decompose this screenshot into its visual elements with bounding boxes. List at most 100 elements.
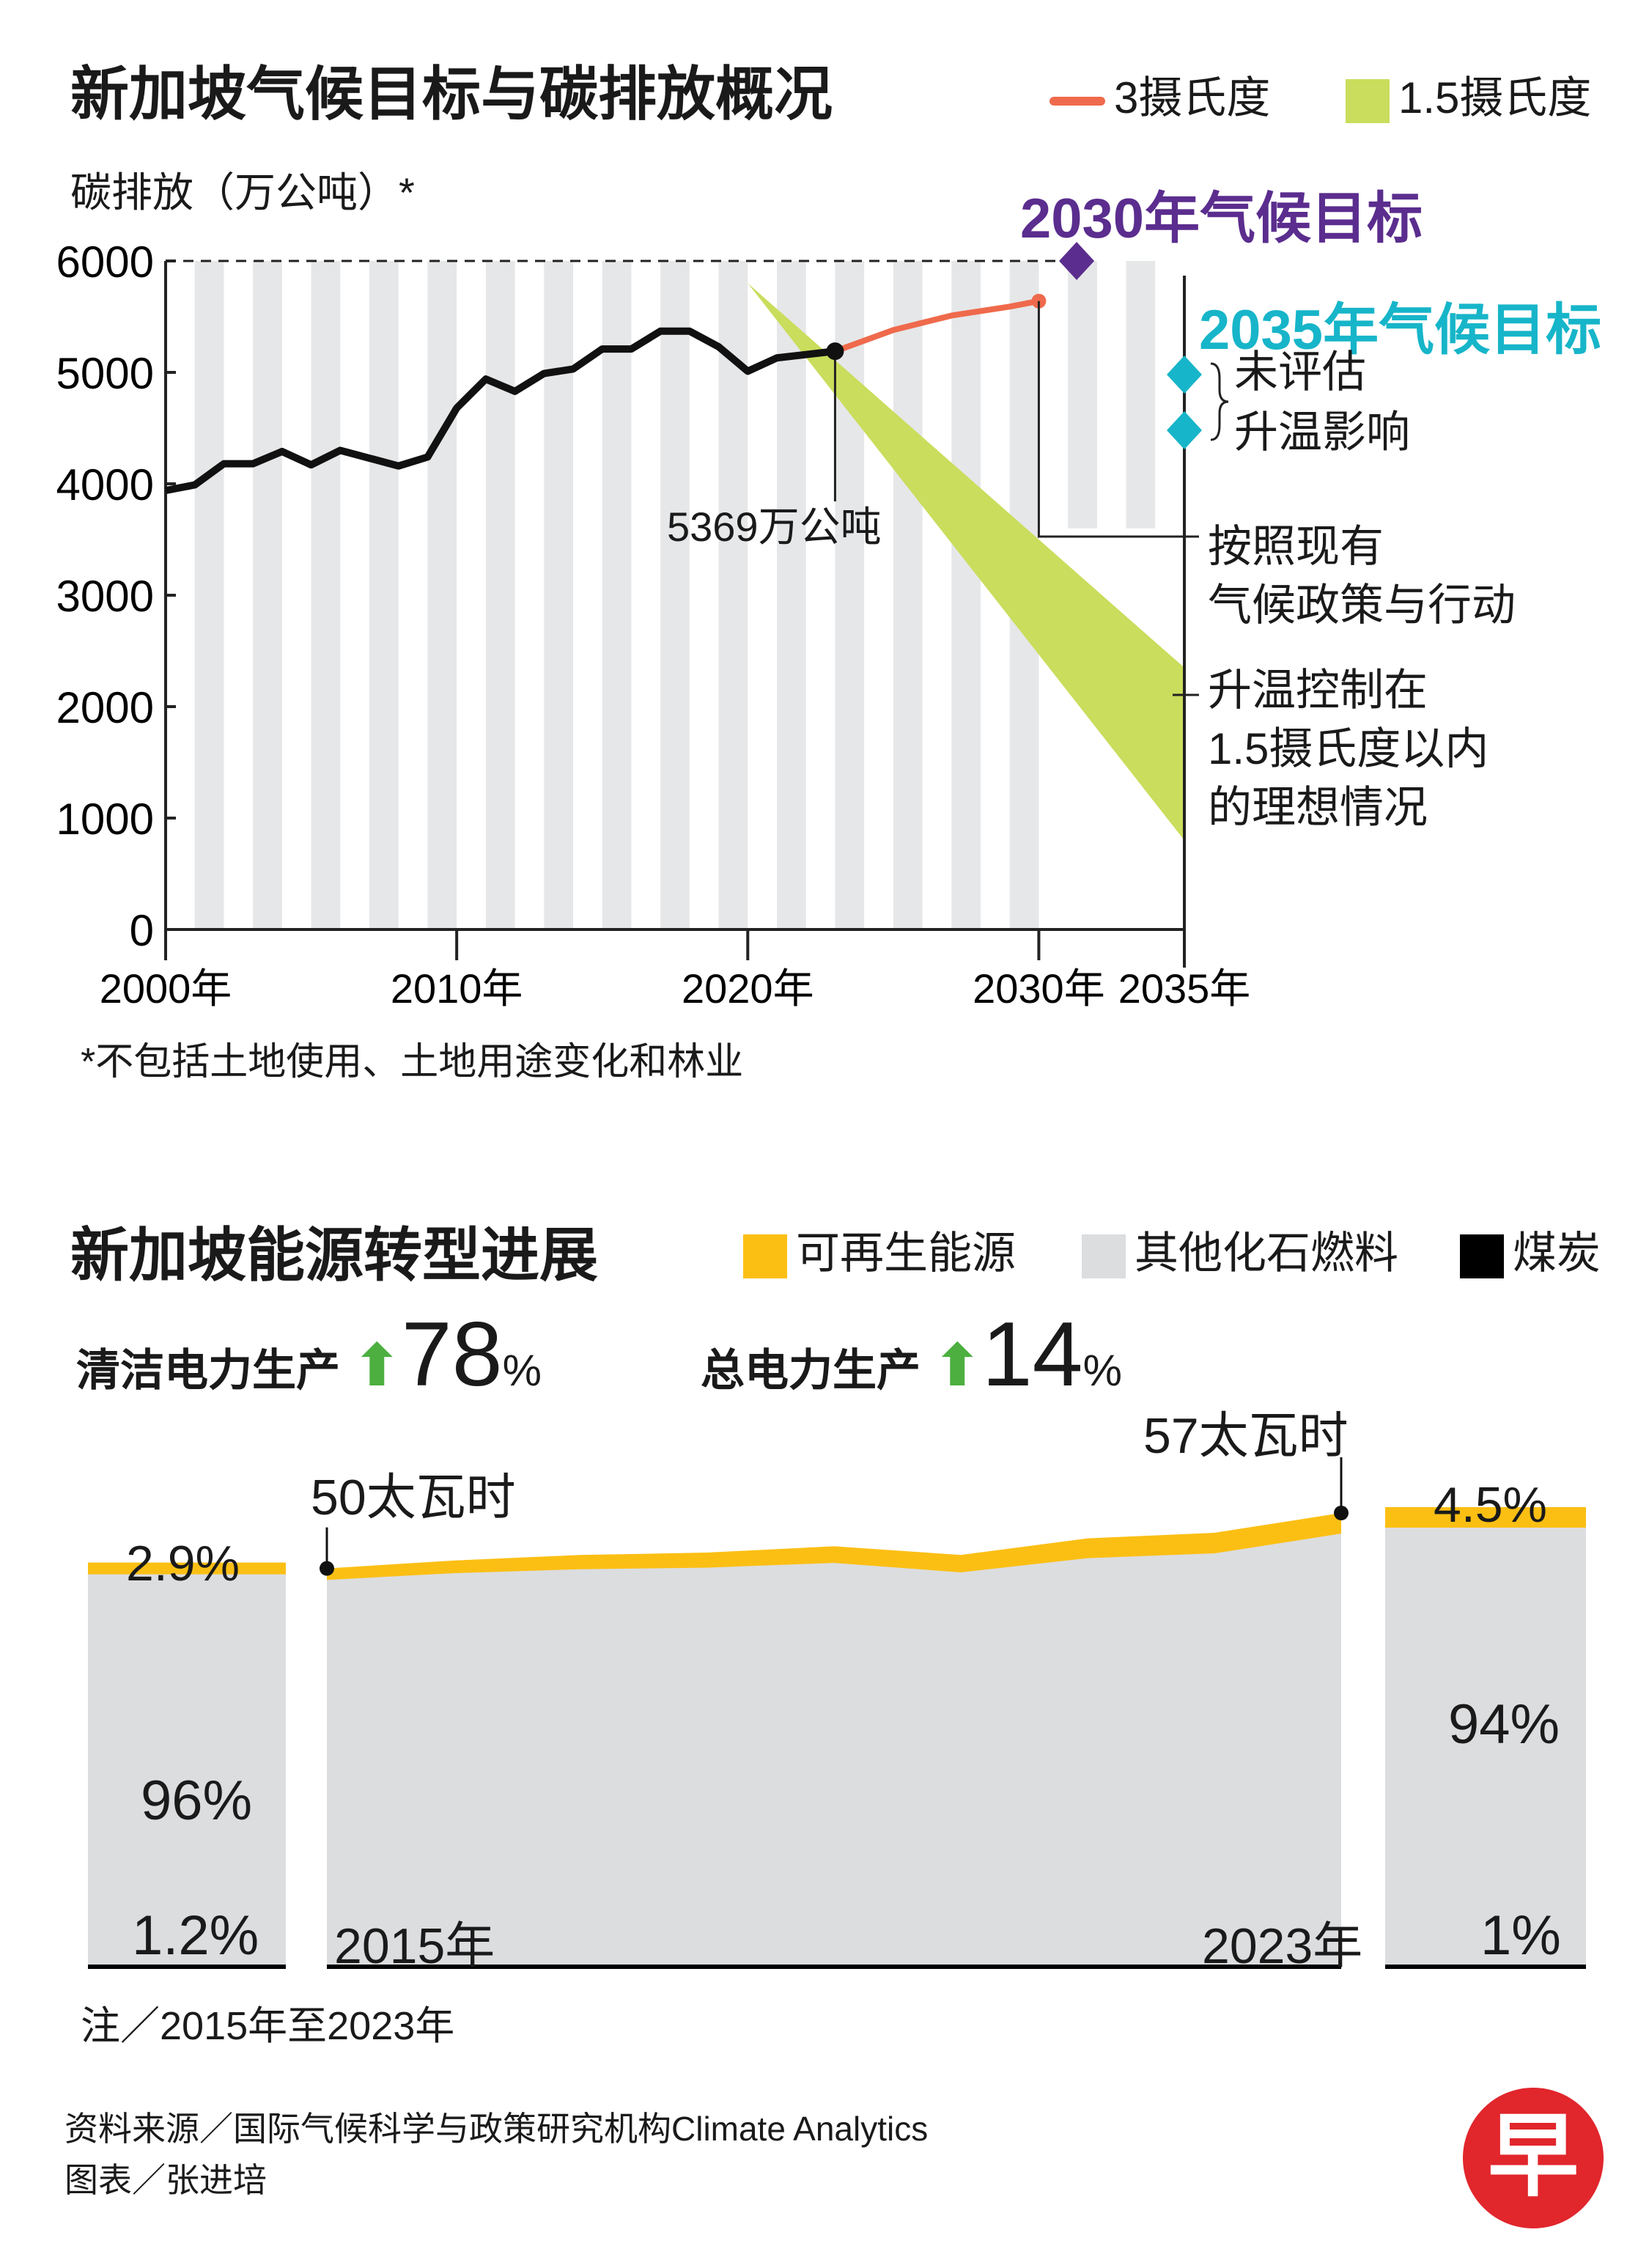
y-tick-label: 4000 — [56, 460, 154, 509]
bar-2023-coal — [1385, 1965, 1586, 1969]
year-stripe — [1068, 261, 1097, 529]
share-2015-renewable: 2.9% — [126, 1536, 240, 1592]
emissions-endpoint — [826, 342, 844, 361]
coal-line — [327, 1965, 1341, 1969]
year-stripe — [718, 261, 748, 929]
end-point — [1334, 1506, 1349, 1520]
y-tick-label: 1000 — [56, 795, 154, 844]
year-stripe — [485, 261, 515, 929]
year-stripe — [544, 261, 573, 929]
chart2-note: 注／2015年至2023年 — [81, 2004, 455, 2048]
x-tick-label: 2010年 — [391, 965, 523, 1012]
source: 资料来源／国际气候科学与政策研究机构Climate Analytics — [64, 2110, 929, 2148]
arrow-up-icon: ⬆ — [932, 1334, 982, 1399]
fossil-area — [327, 1534, 1341, 1965]
legend-15c-label: 1.5摄氏度 — [1398, 75, 1592, 123]
year-stripe — [1126, 261, 1156, 529]
x-start-label: 2015年 — [334, 1919, 495, 1975]
share-2023-coal: 1% — [1480, 1906, 1561, 1967]
year-stripe — [602, 261, 632, 929]
share-2015-coal: 1.2% — [132, 1906, 259, 1967]
legend-15c: 1.5摄氏度 — [1346, 62, 1591, 126]
bar-2015-fossil — [88, 1562, 286, 1965]
emissions-chart: 0 1000 2000 3000 4000 5000 6000 2000年 2010年 2020年… — [56, 238, 1251, 1012]
chart1-footnote: *不包括土地使用、土地用途变化和林业 — [81, 1039, 744, 1083]
y-tick-label: 2000 — [56, 683, 154, 732]
legend-3c-swatch — [1049, 97, 1105, 106]
legend-coal-swatch — [1460, 1234, 1504, 1279]
stat-total-unit: % — [1082, 1347, 1123, 1396]
target-2035-label: 2035年气候目标 — [1199, 301, 1602, 362]
legend-coal: 煤炭 — [1460, 1217, 1601, 1281]
stat-total-label: 总电力生产 — [701, 1347, 921, 1396]
chart1-title: 新加坡气候目标与碳排放概况 — [70, 63, 833, 128]
x-end-label: 2023年 — [1202, 1919, 1363, 1975]
start-point — [320, 1561, 334, 1576]
credit: 图表／张进培 — [64, 2161, 267, 2199]
bar-2015-coal — [88, 1965, 286, 1969]
ideal-annotation-1: 升温控制在 — [1208, 667, 1428, 715]
year-stripe — [951, 261, 981, 929]
legend-coal-label: 煤炭 — [1513, 1230, 1601, 1278]
y-tick-label: 3000 — [56, 572, 154, 621]
brace — [1210, 362, 1229, 441]
legend-3c-label: 3摄氏度 — [1114, 75, 1271, 123]
stat-clean-label: 清洁电力生产 — [76, 1347, 340, 1396]
end-total-label: 57太瓦时 — [1143, 1409, 1349, 1465]
year-stripe — [835, 261, 865, 929]
year-stripe — [369, 261, 399, 929]
share-2015-fossil: 96% — [141, 1771, 253, 1833]
zaobao-logo: 早 — [1463, 2088, 1604, 2228]
share-2023-fossil: 94% — [1448, 1695, 1560, 1756]
year-stripe — [194, 261, 224, 929]
target-2035-note-1: 未评估 — [1234, 349, 1366, 397]
x-tick-label: 2000年 — [100, 965, 232, 1012]
target-2035-diamond — [1167, 356, 1202, 394]
target-2035-diamond — [1167, 411, 1202, 450]
legend-fossil-label: 其他化石燃料 — [1135, 1230, 1398, 1278]
x-tick-label: 2020年 — [682, 965, 814, 1012]
stat-clean-value: 78 — [401, 1305, 503, 1406]
bar-2015-renewable — [88, 1562, 286, 1575]
policy-leader-line — [1037, 301, 1199, 538]
y-tick-label: 0 — [130, 906, 154, 955]
target-2030-diamond — [1059, 242, 1095, 280]
share-2023-renewable: 4.5% — [1434, 1478, 1547, 1534]
point-label: 5369万公吨 — [667, 504, 882, 550]
year-stripe — [893, 261, 923, 929]
y-tick-label: 6000 — [56, 238, 154, 287]
ideal-annotation-2: 1.5摄氏度以内 — [1208, 726, 1489, 774]
policy-annotation-2: 气候政策与行动 — [1208, 582, 1516, 630]
legend-renewable: 可再生能源 — [743, 1217, 1016, 1281]
year-stripe — [660, 261, 690, 929]
y-axis-label: 碳排放（万公吨）* — [70, 170, 415, 216]
bar-2023-renewable — [1385, 1507, 1586, 1528]
legend-fossil-swatch — [1082, 1234, 1126, 1279]
ideal-annotation-3: 的理想情况 — [1208, 784, 1428, 833]
legend-fossil: 其他化石燃料 — [1082, 1217, 1398, 1281]
target-2035-note-2: 升温影响 — [1234, 409, 1410, 457]
year-stripe — [427, 261, 457, 929]
y-tick-label: 5000 — [56, 349, 154, 398]
legend-15c-swatch — [1346, 79, 1390, 124]
stat-total: 总电力生产 ⬆14% — [701, 1310, 1123, 1416]
x-tick-label: 2030年 — [973, 965, 1105, 1012]
legend-renewable-swatch — [743, 1234, 787, 1279]
band-1-5c — [748, 283, 1184, 841]
year-stripe — [777, 261, 806, 929]
legend-renewable-label: 可再生能源 — [796, 1230, 1016, 1278]
chart2-title: 新加坡能源转型进展 — [70, 1224, 598, 1289]
stat-total-value: 14 — [981, 1305, 1083, 1406]
x-tick-label: 2035年 — [1118, 965, 1251, 1012]
bar-2023-fossil — [1385, 1507, 1586, 1965]
energy-chart — [88, 1457, 1586, 1969]
stat-clean: 清洁电力生产 ⬆78% — [76, 1310, 542, 1416]
start-total-label: 50太瓦时 — [311, 1470, 516, 1526]
legend-3c: 3摄氏度 — [1049, 62, 1270, 126]
year-stripe — [253, 261, 282, 929]
series-3c-line — [834, 298, 1040, 354]
year-stripe — [311, 261, 341, 929]
emissions-line — [165, 327, 835, 495]
target-2030-label: 2030年气候目标 — [1020, 189, 1423, 251]
